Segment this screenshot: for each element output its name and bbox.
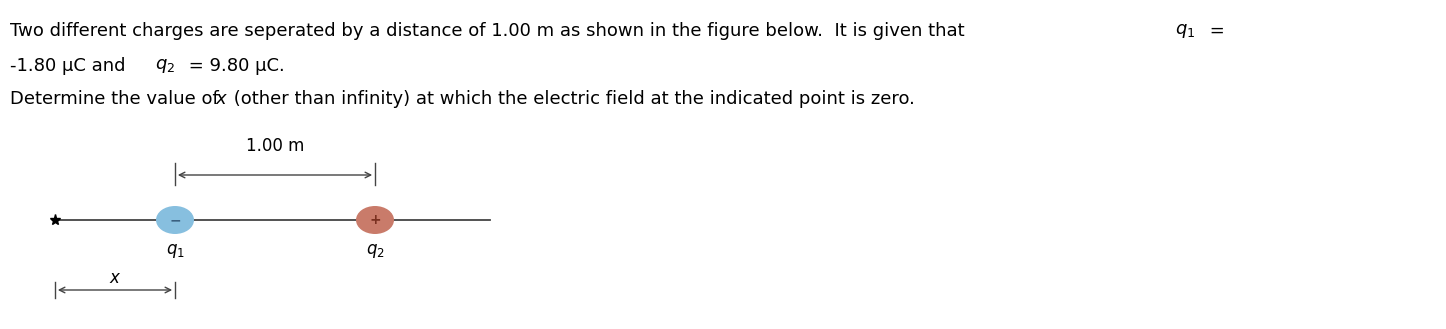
Ellipse shape [356,206,393,234]
Text: =: = [1205,22,1225,40]
Text: $q_2$: $q_2$ [366,242,385,260]
Text: $x$: $x$ [108,269,121,287]
Text: −: − [169,213,181,227]
Text: $q_1$: $q_1$ [1176,22,1196,40]
Text: Two different charges are seperated by a distance of 1.00 m as shown in the figu: Two different charges are seperated by a… [10,22,970,40]
Text: +: + [369,213,380,227]
Text: $q_2$: $q_2$ [155,57,175,75]
Text: = 9.80 μC.: = 9.80 μC. [184,57,285,75]
Text: Determine the value of: Determine the value of [10,90,224,108]
Text: 1.00 m: 1.00 m [246,137,304,155]
Text: -1.80 μC and: -1.80 μC and [10,57,132,75]
Ellipse shape [156,206,194,234]
Text: (other than infinity) at which the electric field at the indicated point is zero: (other than infinity) at which the elect… [228,90,915,108]
Text: $q_1$: $q_1$ [165,242,185,260]
Text: $x$: $x$ [215,90,228,108]
